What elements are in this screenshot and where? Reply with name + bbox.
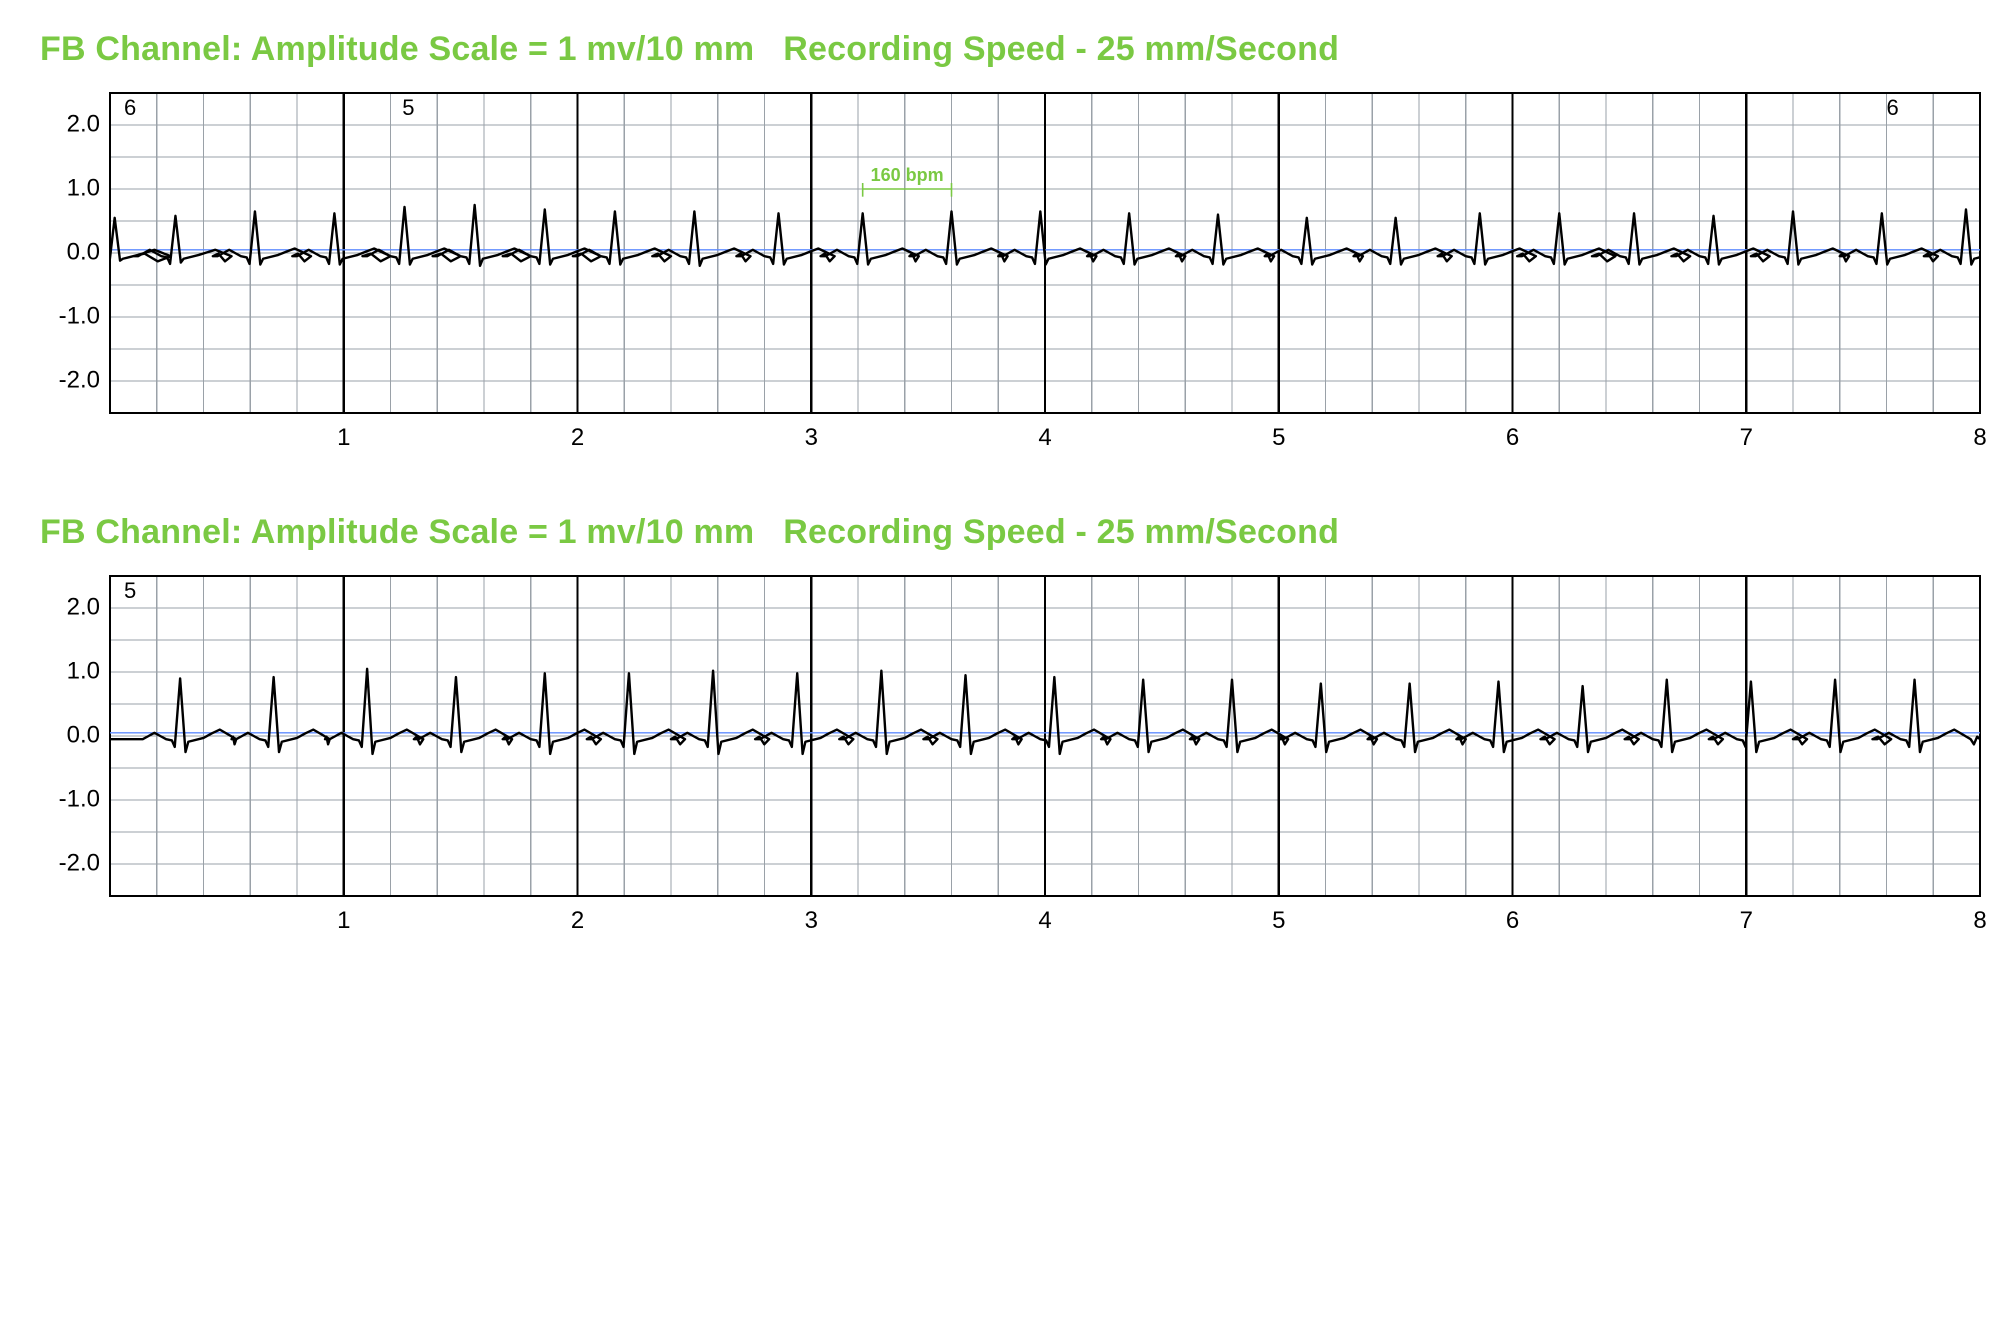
top-annotation: 5 bbox=[124, 578, 136, 603]
page: FB Channel: Amplitude Scale = 1 mv/10 mm… bbox=[0, 0, 2000, 1333]
y-tick-label: 0.0 bbox=[67, 721, 100, 748]
x-tick-label: 3 bbox=[805, 907, 818, 934]
x-tick-label: 6 bbox=[1506, 907, 1519, 934]
x-tick-label: 1 bbox=[337, 907, 350, 934]
x-tick-label: 4 bbox=[1038, 424, 1051, 451]
x-tick-label: 7 bbox=[1740, 907, 1753, 934]
x-tick-label: 5 bbox=[1272, 907, 1285, 934]
x-tick-label: 2 bbox=[571, 424, 584, 451]
x-tick-label: 8 bbox=[1973, 907, 1986, 934]
x-tick-label: 5 bbox=[1272, 424, 1285, 451]
x-tick-label: 2 bbox=[571, 907, 584, 934]
y-tick-label: -2.0 bbox=[59, 849, 100, 876]
x-tick-label: 6 bbox=[1506, 424, 1519, 451]
bpm-label: 160 bpm bbox=[871, 165, 944, 185]
x-tick-label: 8 bbox=[1973, 424, 1986, 451]
y-tick-label: 0.0 bbox=[67, 238, 100, 265]
top-annotation: 6 bbox=[1887, 95, 1899, 120]
chart2-plot: 5 -2.0 -1.0 0.0 1.0 2.0 1 2 3 4 5 6 7 8 bbox=[40, 566, 2000, 936]
y-tick-label: 1.0 bbox=[67, 657, 100, 684]
x-tick-label: 3 bbox=[805, 424, 818, 451]
top-annotation: 6 bbox=[124, 95, 136, 120]
x-tick-label: 7 bbox=[1740, 424, 1753, 451]
chart1-plot: 6 5 6 160 bpm -2.0 -1.0 0.0 1.0 2.0 1 2 3 4 5 6 7 8 bbox=[40, 83, 2000, 453]
y-tick-label: 2.0 bbox=[67, 110, 100, 137]
top-annotation: 5 bbox=[402, 95, 414, 120]
chart2-title: FB Channel: Amplitude Scale = 1 mv/10 mm… bbox=[40, 513, 1960, 552]
x-tick-label: 4 bbox=[1038, 907, 1051, 934]
chart1-wrap: 656160 bpm-2.0-1.00.01.02.012345678 bbox=[40, 83, 1960, 453]
y-tick-label: -2.0 bbox=[59, 366, 100, 393]
y-tick-label: -1.0 bbox=[59, 785, 100, 812]
y-tick-label: 1.0 bbox=[67, 174, 100, 201]
y-tick-label: 2.0 bbox=[67, 593, 100, 620]
y-tick-label: -1.0 bbox=[59, 302, 100, 329]
x-tick-label: 1 bbox=[337, 424, 350, 451]
chart1-title: FB Channel: Amplitude Scale = 1 mv/10 mm… bbox=[40, 30, 1960, 69]
chart2-wrap: 5-2.0-1.00.01.02.012345678 bbox=[40, 566, 1960, 936]
